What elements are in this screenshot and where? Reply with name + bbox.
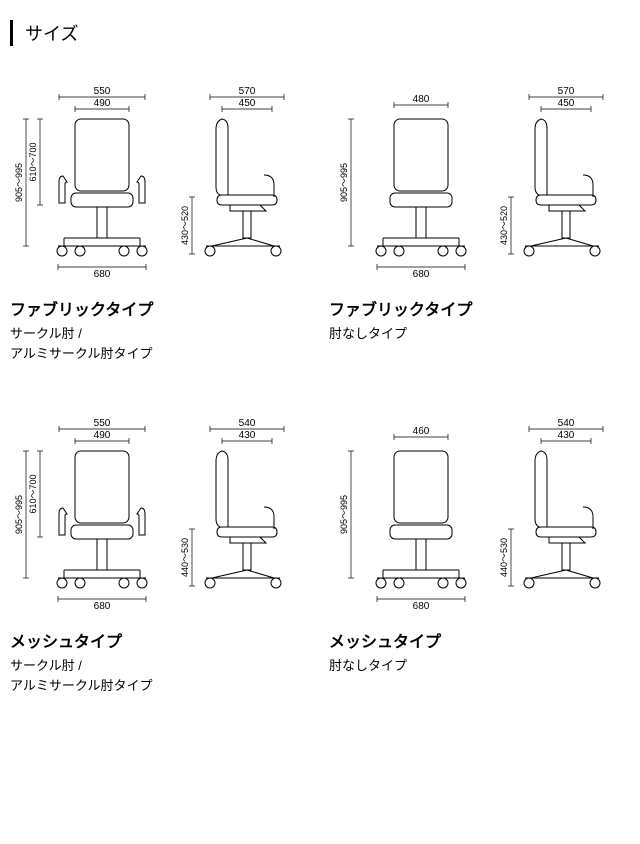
sub-label-1: サークル肘 / — [10, 324, 311, 344]
type-label: メッシュタイプ — [329, 628, 630, 652]
svg-text:540: 540 — [239, 418, 256, 429]
svg-text:440～530: 440～530 — [499, 538, 509, 577]
chair-side: 570 450 430～520 — [495, 81, 625, 281]
chair-front: 480 905～995 680 — [329, 81, 489, 281]
chair-front: 550 490 905～995 610～700 — [10, 81, 170, 281]
diagram-row: 480 905～995 680 570 — [329, 81, 630, 281]
captions: ファブリックタイプ サークル肘 / アルミサークル肘タイプ — [10, 296, 311, 363]
variant-cell: 550 490 905～995 610～700 — [10, 413, 311, 695]
svg-text:610～700: 610～700 — [28, 474, 38, 513]
svg-text:450: 450 — [558, 98, 575, 109]
chair-side: 570 450 430～520 — [176, 81, 306, 281]
svg-text:490: 490 — [94, 430, 111, 441]
variant-cell: 550 490 905～995 610～700 — [10, 81, 311, 363]
svg-text:905～995: 905～995 — [14, 495, 24, 534]
svg-text:430: 430 — [239, 430, 256, 441]
captions: ファブリックタイプ 肘なしタイプ — [329, 296, 630, 344]
sub-label-1: サークル肘 / — [10, 656, 311, 676]
svg-text:540: 540 — [558, 418, 575, 429]
sub-label-2: アルミサークル肘タイプ — [10, 676, 311, 696]
svg-text:905～995: 905～995 — [339, 163, 349, 202]
svg-text:490: 490 — [94, 98, 111, 109]
chair-front: 550 490 905～995 610～700 — [10, 413, 170, 613]
sub-label-1: 肘なしタイプ — [329, 324, 630, 344]
svg-text:570: 570 — [558, 86, 575, 97]
captions: メッシュタイプ サークル肘 / アルミサークル肘タイプ — [10, 628, 311, 695]
diagram-row: 550 490 905～995 610～700 — [10, 81, 311, 281]
diagram-row: 460 905～995 680 540 — [329, 413, 630, 613]
svg-text:480: 480 — [413, 94, 430, 105]
chair-side: 540 430 440～530 — [495, 413, 625, 613]
chair-front: 460 905～995 680 — [329, 413, 489, 613]
svg-text:680: 680 — [94, 269, 111, 280]
svg-text:680: 680 — [413, 601, 430, 612]
svg-text:610～700: 610～700 — [28, 142, 38, 181]
svg-text:680: 680 — [413, 269, 430, 280]
variant-grid: 550 490 905～995 610～700 — [10, 81, 630, 695]
svg-text:430～520: 430～520 — [499, 206, 509, 245]
svg-text:905～995: 905～995 — [339, 495, 349, 534]
svg-text:460: 460 — [413, 426, 430, 437]
diagram-row: 550 490 905～995 610～700 — [10, 413, 311, 613]
variant-cell: 460 905～995 680 540 — [329, 413, 630, 695]
captions: メッシュタイプ 肘なしタイプ — [329, 628, 630, 676]
svg-text:570: 570 — [239, 86, 256, 97]
sub-label-2: アルミサークル肘タイプ — [10, 344, 311, 364]
type-label: ファブリックタイプ — [329, 296, 630, 320]
svg-text:680: 680 — [94, 601, 111, 612]
svg-text:430～520: 430～520 — [180, 206, 190, 245]
section-title: サイズ — [10, 20, 630, 46]
svg-text:550: 550 — [94, 86, 111, 97]
svg-text:430: 430 — [558, 430, 575, 441]
sub-label-1: 肘なしタイプ — [329, 656, 630, 676]
svg-text:550: 550 — [94, 418, 111, 429]
svg-text:450: 450 — [239, 98, 256, 109]
svg-text:440～530: 440～530 — [180, 538, 190, 577]
type-label: ファブリックタイプ — [10, 296, 311, 320]
chair-side: 540 430 440～530 — [176, 413, 306, 613]
type-label: メッシュタイプ — [10, 628, 311, 652]
svg-text:905～995: 905～995 — [14, 163, 24, 202]
variant-cell: 480 905～995 680 570 — [329, 81, 630, 363]
